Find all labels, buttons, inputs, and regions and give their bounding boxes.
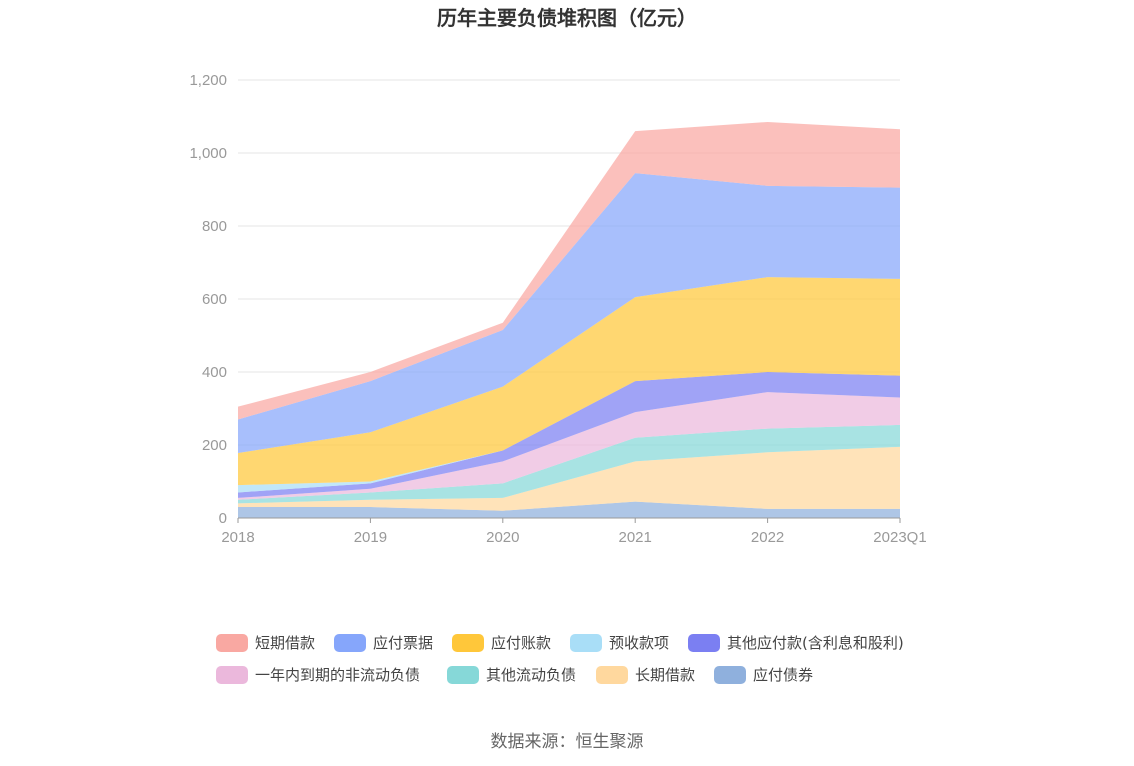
legend-label: 应付债券 [753, 666, 813, 684]
y-tick-label: 0 [219, 510, 227, 527]
legend-label: 其他应付款(含利息和股利) [727, 634, 904, 652]
legend-swatch [447, 666, 479, 684]
chart-title: 历年主要负债堆积图（亿元） [437, 6, 697, 30]
legend-swatch [596, 666, 628, 684]
x-tick-label: 2018 [221, 529, 254, 546]
area-应付票据 [238, 173, 900, 454]
legend: 短期借款 应付票据 应付账款 预收款项 其他应付款(含利息和股利) 一年内到期的非流动负债… [216, 634, 904, 684]
area-应付债券 [238, 501, 900, 518]
legend-label: 一年内到期的非流动负债 [255, 666, 420, 684]
legend-item[interactable]: 预收款项 [570, 634, 669, 652]
x-tick-label: 2023Q1 [873, 529, 926, 546]
legend-swatch [688, 634, 720, 652]
legend-label: 长期借款 [635, 666, 695, 684]
legend-label: 预收款项 [609, 634, 669, 652]
y-tick-label: 1,200 [189, 72, 227, 89]
legend-item[interactable]: 其他流动负债 [447, 666, 576, 684]
legend-item[interactable]: 长期借款 [596, 666, 695, 684]
y-tick-label: 400 [202, 364, 227, 381]
y-tick-label: 600 [202, 291, 227, 308]
area-短期借款 [238, 121, 900, 420]
y-tick-label: 1,000 [189, 145, 227, 162]
legend-label: 应付账款 [491, 634, 551, 652]
y-tick-label: 800 [202, 218, 227, 235]
area-应付账款 [238, 277, 900, 486]
legend-item[interactable]: 短期借款 [216, 634, 315, 652]
legend-swatch [334, 634, 366, 652]
x-tick-label: 2021 [619, 529, 652, 546]
legend-swatch [216, 666, 248, 684]
legend-item[interactable]: 一年内到期的非流动负债 [216, 666, 420, 684]
legend-item[interactable]: 其他应付款(含利息和股利) [688, 634, 904, 652]
area-其他应付款(含利息和股利) [238, 372, 900, 498]
legend-swatch [216, 634, 248, 652]
area-series [238, 121, 900, 518]
area-长期借款 [238, 446, 900, 511]
x-tick-label: 2019 [354, 529, 387, 546]
legend-label: 短期借款 [255, 634, 315, 652]
axes: 0 200 400 600 800 1,000 1,200 2018 2019 2020 2021 2… [189, 72, 926, 546]
area-其他流动负债 [238, 424, 900, 504]
source-note: 数据来源：恒生聚源 [491, 732, 644, 752]
legend-swatch [714, 666, 746, 684]
legend-item[interactable]: 应付账款 [452, 634, 551, 652]
legend-item[interactable]: 应付债券 [714, 666, 813, 684]
legend-label: 其他流动负债 [486, 666, 576, 684]
legend-swatch [452, 634, 484, 652]
legend-swatch [570, 634, 602, 652]
y-tick-label: 200 [202, 437, 227, 454]
legend-label: 应付票据 [373, 634, 433, 652]
legend-item[interactable]: 应付票据 [334, 634, 433, 652]
x-tick-label: 2022 [751, 529, 784, 546]
area-一年内到期的非流动负债 [238, 392, 900, 500]
x-tick-label: 2020 [486, 529, 519, 546]
